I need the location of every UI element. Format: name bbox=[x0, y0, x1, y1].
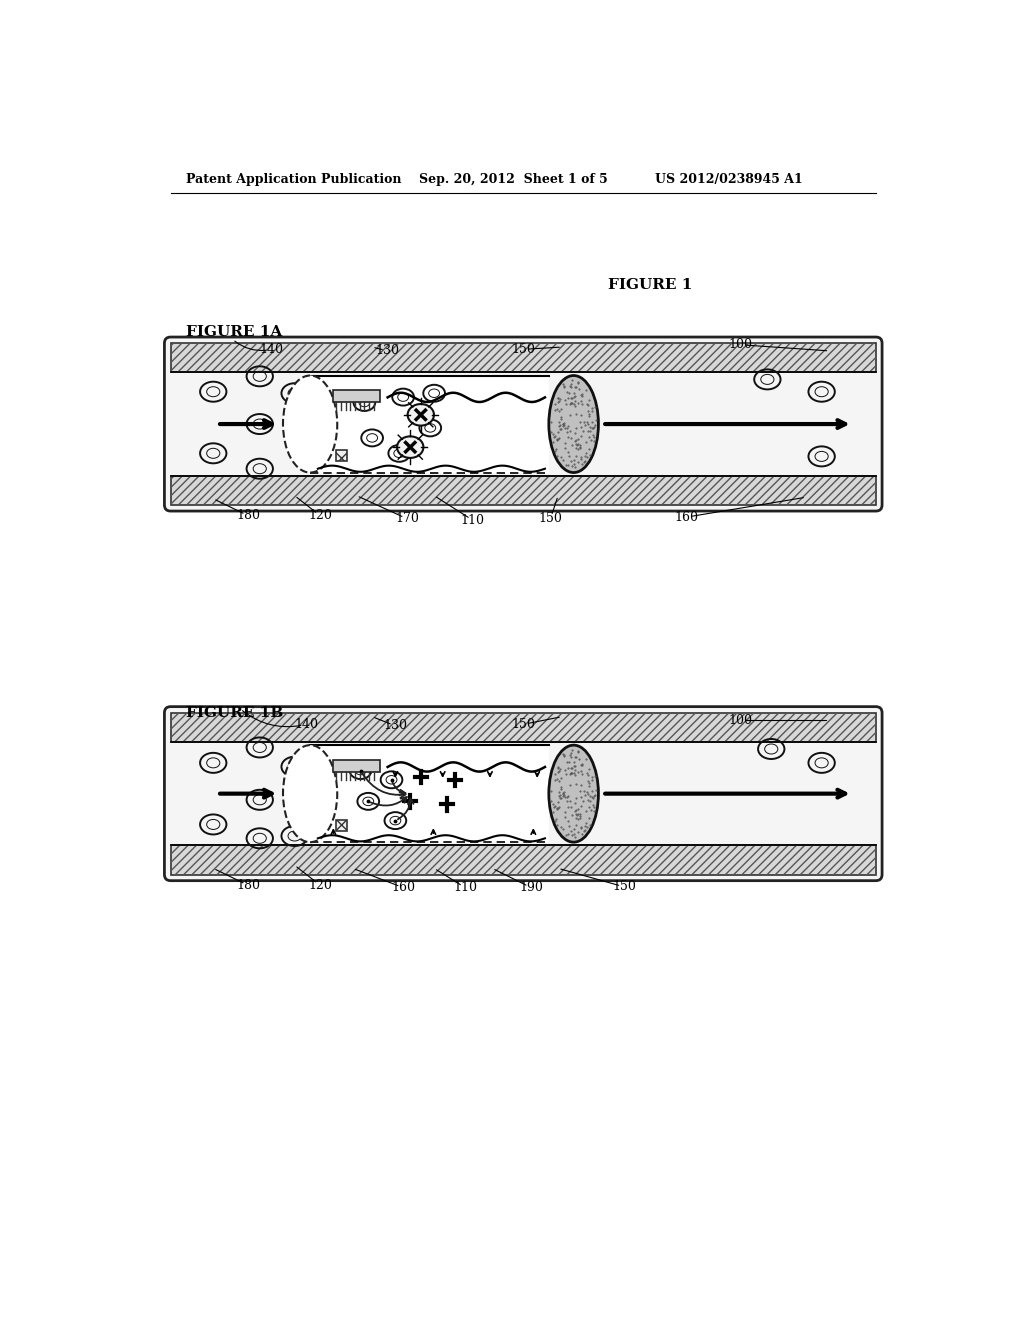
Text: 140: 140 bbox=[259, 343, 284, 356]
Ellipse shape bbox=[283, 744, 337, 842]
Bar bbox=[310, 744, 549, 842]
Text: Patent Application Publication: Patent Application Publication bbox=[186, 173, 401, 186]
Text: 190: 190 bbox=[519, 880, 543, 894]
Text: 150: 150 bbox=[511, 718, 536, 731]
Text: 170: 170 bbox=[395, 512, 419, 525]
Text: 140: 140 bbox=[294, 718, 318, 731]
Text: 180: 180 bbox=[237, 510, 260, 523]
Text: 130: 130 bbox=[383, 719, 408, 733]
Text: FIGURE 1B: FIGURE 1B bbox=[186, 706, 284, 719]
Text: 100: 100 bbox=[728, 338, 753, 351]
Text: 180: 180 bbox=[237, 879, 260, 892]
Text: 110: 110 bbox=[461, 513, 485, 527]
Text: FIGURE 1A: FIGURE 1A bbox=[186, 325, 283, 339]
Text: 100: 100 bbox=[728, 714, 753, 727]
Text: 150: 150 bbox=[612, 880, 636, 894]
Text: US 2012/0238945 A1: US 2012/0238945 A1 bbox=[655, 173, 803, 186]
Ellipse shape bbox=[549, 376, 598, 473]
Ellipse shape bbox=[408, 404, 434, 425]
Ellipse shape bbox=[283, 376, 337, 473]
Bar bbox=[336, 450, 346, 461]
Bar bbox=[171, 845, 876, 875]
Bar bbox=[334, 389, 380, 403]
Text: 120: 120 bbox=[308, 879, 332, 892]
Ellipse shape bbox=[549, 744, 598, 842]
Text: 120: 120 bbox=[308, 510, 332, 523]
Text: 160: 160 bbox=[674, 511, 698, 524]
Bar bbox=[171, 343, 876, 372]
FancyBboxPatch shape bbox=[165, 706, 882, 880]
Text: 150: 150 bbox=[539, 512, 562, 525]
Bar bbox=[171, 343, 876, 372]
Text: 130: 130 bbox=[376, 345, 399, 358]
Text: FIGURE 1: FIGURE 1 bbox=[608, 279, 693, 293]
Text: 150: 150 bbox=[511, 343, 536, 356]
Text: Sep. 20, 2012  Sheet 1 of 5: Sep. 20, 2012 Sheet 1 of 5 bbox=[419, 173, 607, 186]
Bar bbox=[171, 845, 876, 875]
Bar bbox=[171, 713, 876, 742]
Bar bbox=[336, 820, 346, 830]
Bar bbox=[171, 713, 876, 742]
Bar bbox=[310, 376, 549, 473]
Text: 110: 110 bbox=[454, 880, 477, 894]
Ellipse shape bbox=[397, 437, 424, 458]
Text: 160: 160 bbox=[391, 880, 415, 894]
Bar bbox=[334, 759, 380, 772]
FancyBboxPatch shape bbox=[165, 337, 882, 511]
Bar bbox=[171, 475, 876, 506]
Bar bbox=[171, 475, 876, 506]
